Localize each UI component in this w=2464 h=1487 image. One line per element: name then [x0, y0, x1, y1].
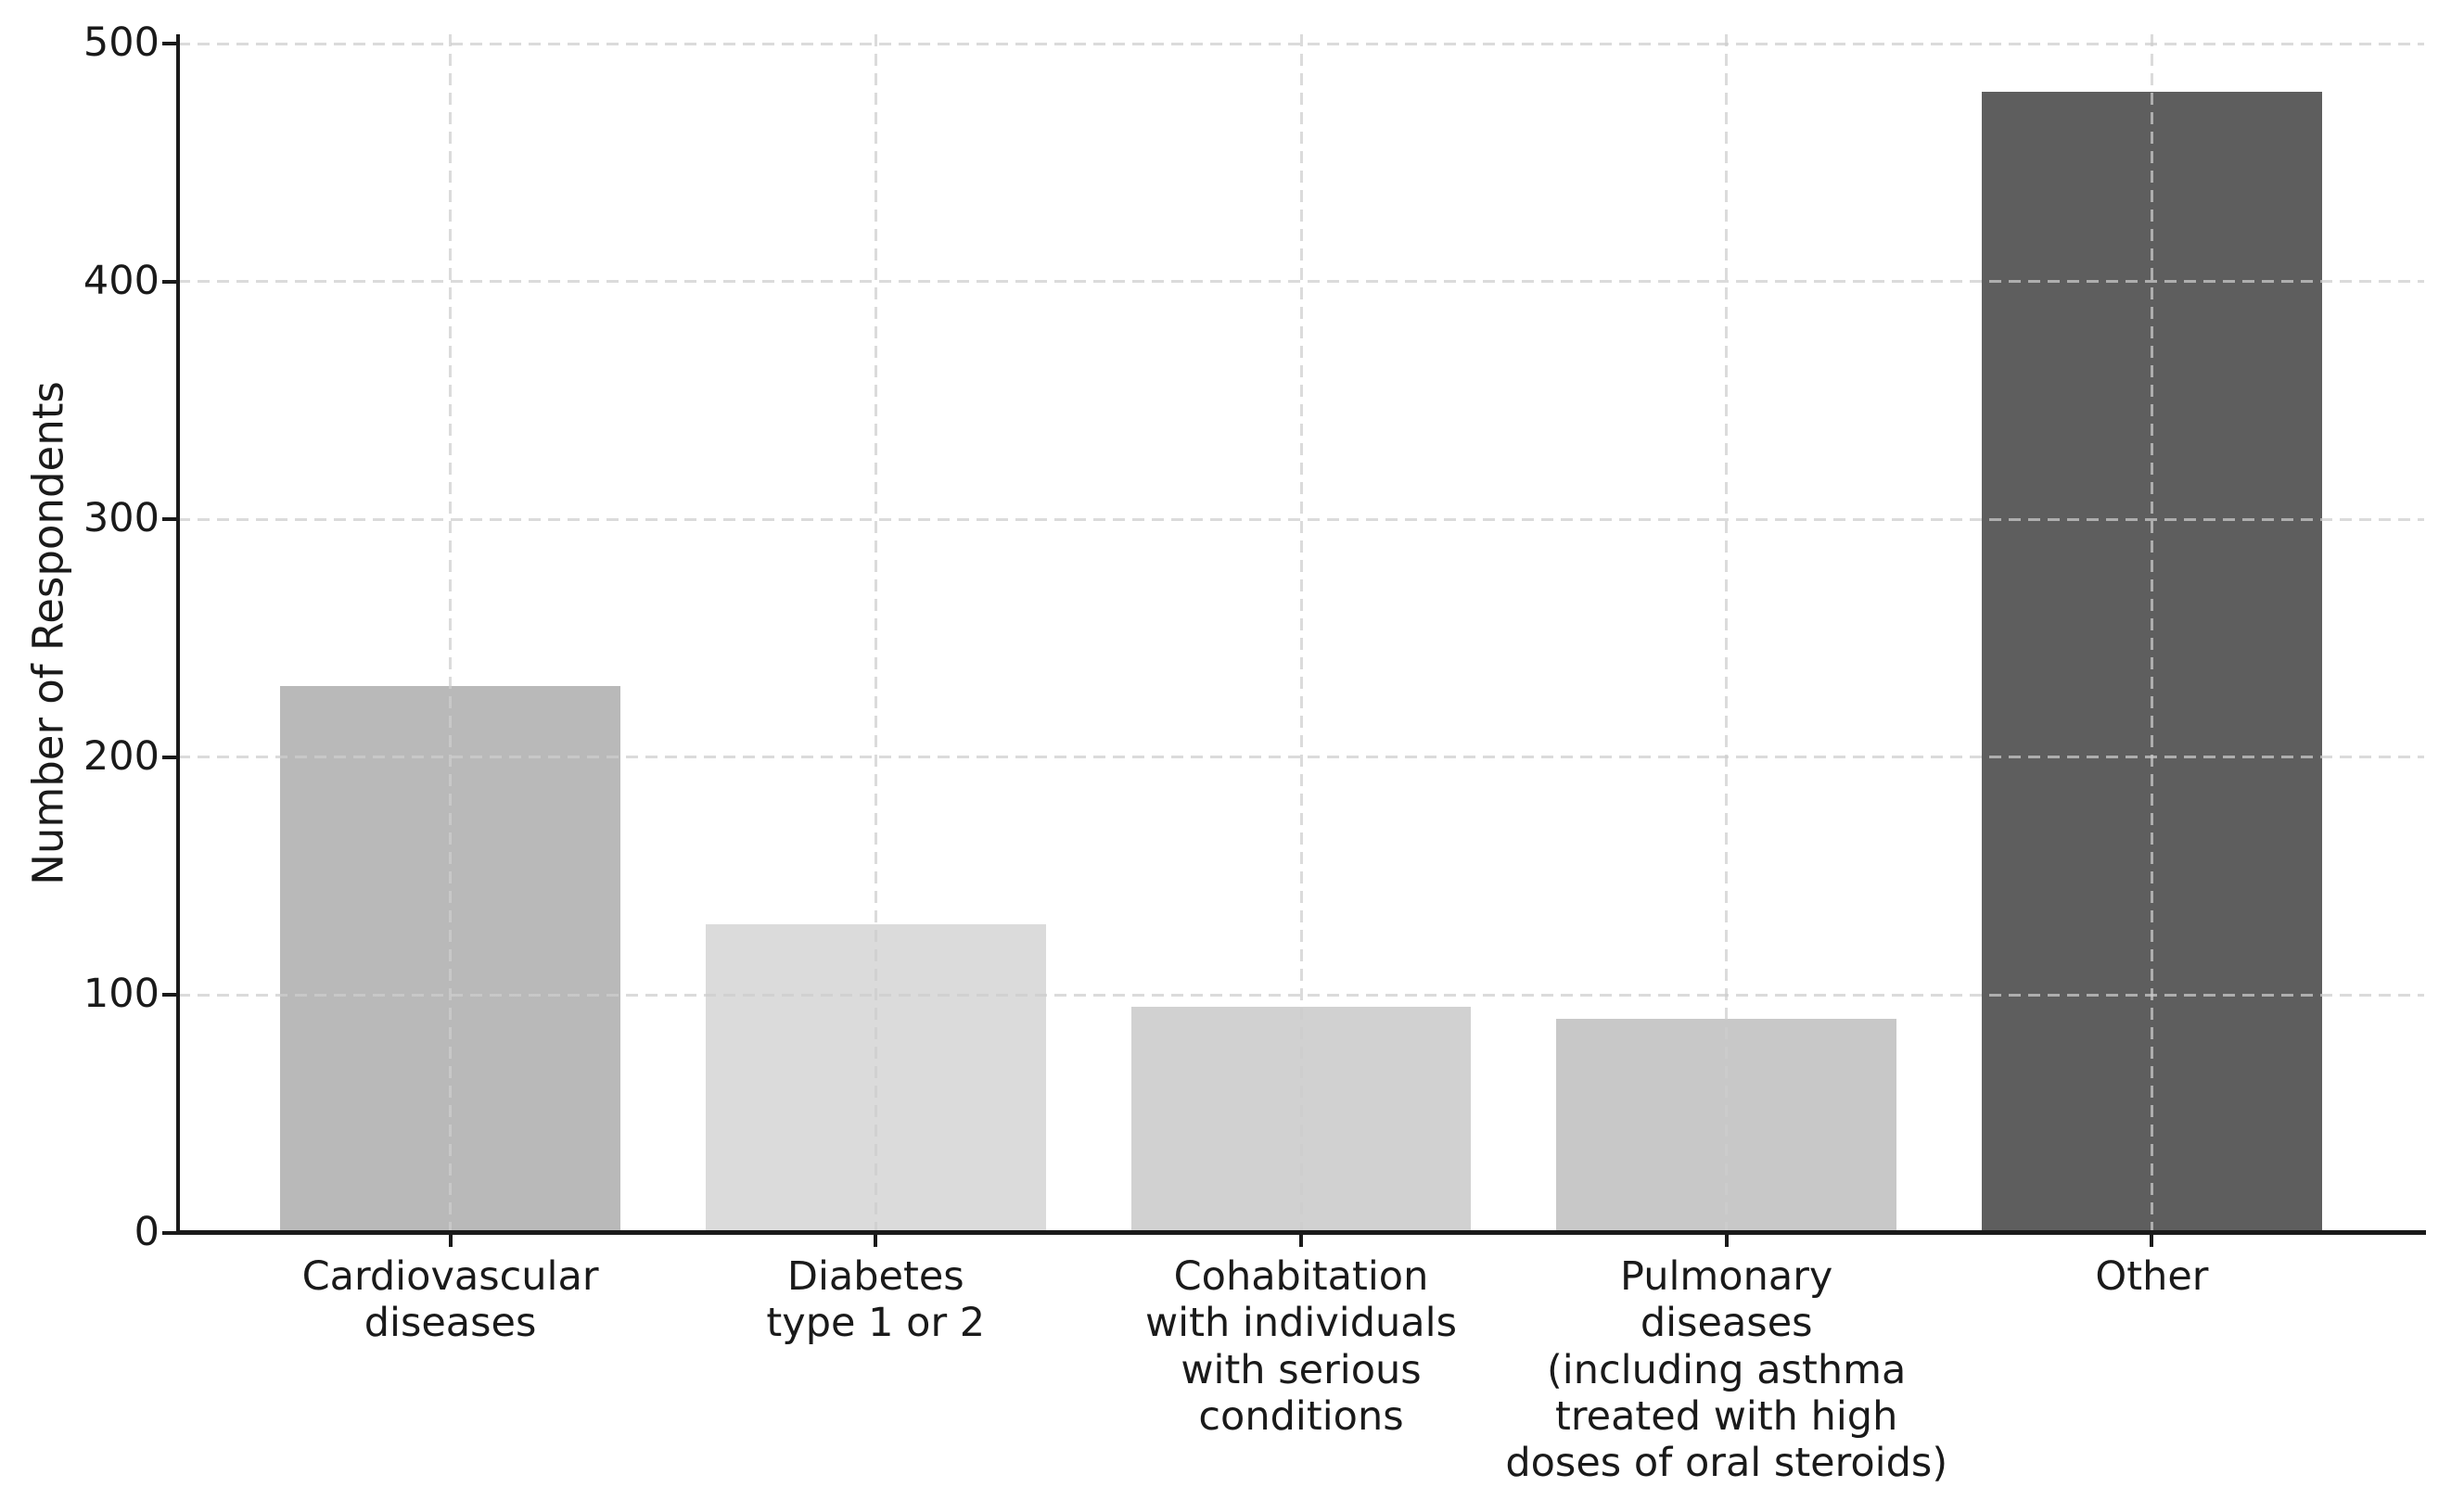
- x-tick: [874, 1235, 878, 1247]
- gridline-vertical: [2150, 34, 2153, 1233]
- y-tick-label: 100: [83, 971, 160, 1018]
- y-tick-label: 400: [83, 257, 160, 304]
- x-tick: [448, 1235, 453, 1247]
- y-axis-spine: [176, 34, 180, 1235]
- x-tick-label-line: diseases: [364, 1300, 537, 1347]
- gridline-horizontal: [178, 756, 2424, 759]
- x-tick-label: Cardiovascular diseases: [172, 1253, 729, 1347]
- y-tick-label: 0: [134, 1209, 160, 1255]
- y-tick-label: 200: [83, 732, 160, 780]
- gridline-vertical: [1299, 34, 1303, 1233]
- gridline-horizontal: [178, 42, 2424, 45]
- x-tick-label-line: conditions: [1198, 1392, 1404, 1440]
- y-tick: [162, 993, 176, 998]
- y-tick: [162, 279, 176, 284]
- x-tick: [1299, 1235, 1303, 1247]
- x-tick-label-line: treated with high: [1555, 1392, 1898, 1440]
- x-axis-spine: [176, 1230, 2426, 1235]
- gridline-vertical: [874, 34, 877, 1233]
- gridline-horizontal: [178, 993, 2424, 997]
- x-tick-label-line: diseases: [1640, 1300, 1813, 1347]
- gridline-vertical: [1725, 34, 1729, 1233]
- x-tick-label: Diabetes type 1 or 2: [597, 1253, 1154, 1347]
- y-tick-label: 300: [83, 495, 160, 542]
- x-tick-label-line: type 1 or 2: [766, 1300, 986, 1347]
- x-tick-label: Cohabitation with individuals with serious…: [1023, 1253, 1579, 1440]
- x-tick-label-line: Pulmonary: [1620, 1253, 1833, 1300]
- y-tick: [162, 42, 176, 46]
- x-tick-label-line: Diabetes: [786, 1253, 964, 1300]
- y-tick: [162, 755, 176, 759]
- x-tick-label-line: Other: [2095, 1253, 2209, 1300]
- x-tick-label-line: Cohabitation: [1173, 1253, 1429, 1300]
- x-tick: [1724, 1235, 1729, 1247]
- y-tick-label: 500: [83, 19, 160, 67]
- x-tick-label-line: (including asthma: [1547, 1346, 1907, 1393]
- plot-area: [176, 34, 2426, 1235]
- gridline-horizontal: [178, 280, 2424, 284]
- x-tick-label-line: with individuals: [1145, 1300, 1457, 1347]
- x-tick-label-line: doses of oral steroids): [1505, 1440, 1948, 1487]
- x-tick-label: Other: [1873, 1253, 2430, 1300]
- gridline-horizontal: [178, 517, 2424, 521]
- y-axis-label: Number of Respondents: [23, 381, 73, 885]
- y-tick: [162, 1231, 176, 1235]
- gridline-vertical: [449, 34, 453, 1233]
- x-tick: [2150, 1235, 2154, 1247]
- y-tick: [162, 517, 176, 522]
- x-tick-label-line: with serious: [1181, 1346, 1422, 1393]
- x-tick-label: Pulmonary diseases (including asthma treate…: [1449, 1253, 2005, 1486]
- x-tick-label-line: Cardiovascular: [301, 1253, 599, 1300]
